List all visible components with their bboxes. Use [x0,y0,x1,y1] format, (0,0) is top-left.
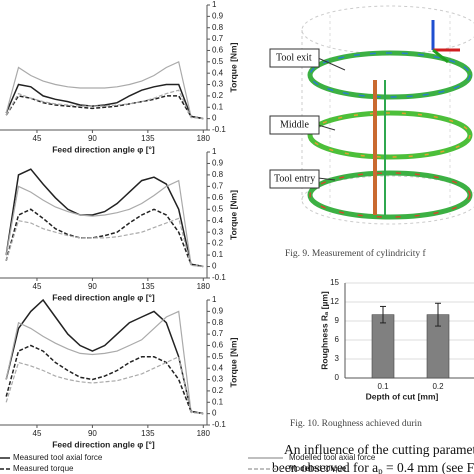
figure-caption: Fig. 10. Roughness achieved durin [290,419,422,429]
y-tick-label: 0.1 [212,397,224,406]
y-tick-label: 0.7 [212,329,224,338]
series-line [5,168,204,268]
y-axis-label: Torque [Nm] [228,337,238,387]
x-axis-label: Feed direction angle φ [°] [52,439,155,449]
y-tick-label: 0.5 [212,204,224,213]
y-tick-label: 0.3 [212,227,224,236]
y-tick-label: 0.3 [212,80,224,89]
y-tick-label: -0.1 [212,125,226,134]
y-tick-label: 0 [335,373,340,382]
y-tick-label: -0.1 [212,273,226,282]
y-tick-label: -0.1 [212,420,226,429]
y-tick-label: 0 [212,409,217,418]
y-tick-label: 0.6 [212,341,224,350]
y-tick-label: 9 [335,316,340,325]
y-tick-label: 1 [212,147,217,156]
x-tick-label: 180 [197,282,211,291]
x-tick-label: 180 [197,429,211,438]
y-tick-label: 0.7 [212,34,224,43]
bar [371,314,395,379]
y-tick-label: 0.3 [212,375,224,384]
series-line [5,355,204,415]
y-tick-label: 0.4 [212,363,224,372]
x-tick-label: 0.2 [432,382,444,391]
y-tick-label: 0 [212,262,217,271]
y-tick-label: 0.5 [212,352,224,361]
error-bar [435,302,441,327]
y-tick-label: 0.9 [212,159,224,168]
y-tick-label: 0.9 [212,11,224,20]
series-line [5,89,204,120]
box-label: Middle [280,119,309,130]
series-line [5,208,204,268]
y-tick-label: 0.9 [212,306,224,315]
y-tick-label: 3 [335,354,340,363]
body-text-sub: p [378,466,383,474]
error-bar [380,305,386,324]
body-text-part: been observed for a [272,460,378,474]
y-axis-label: Roughness Rₐ [µm] [319,291,329,370]
y-tick-label: 6 [335,335,340,344]
y-tick-label: 0.6 [212,193,224,202]
y-axis-label: Torque [Nm] [228,190,238,240]
y-tick-label: 0.6 [212,46,224,55]
y-tick-label: 0.2 [212,91,224,100]
y-tick-label: 0.1 [212,102,224,111]
x-axis-label: Feed direction angle φ [°] [52,144,155,154]
y-tick-label: 0.8 [212,23,224,32]
series-line [5,60,204,120]
x-tick-label: 45 [33,282,42,291]
y-tick-label: 0.7 [212,181,224,190]
y-tick-label: 0.4 [212,216,224,225]
series-line [5,83,204,120]
x-tick-label: 135 [141,429,155,438]
y-tick-label: 0 [212,114,217,123]
body-text: been observed for ap = 0.4 mm (see Fi [272,460,474,474]
series-line [5,217,204,268]
y-tick-label: 1 [212,0,217,9]
x-tick-label: 90 [88,134,97,143]
y-tick-label: 0.1 [212,250,224,259]
y-tick-label: 1 [212,295,217,304]
y-tick-label: 0.2 [212,386,224,395]
x-tick-label: 45 [33,429,42,438]
series-line [5,310,204,415]
y-tick-label: 0.5 [212,57,224,66]
y-tick-label: 0.4 [212,68,224,77]
box-label: Tool exit [276,52,312,63]
y-tick-label: 12 [330,297,339,306]
x-tick-label: 180 [197,134,211,143]
box-label: Tool entry [274,173,315,184]
series-line [5,298,204,415]
legend-label: Modelled tool axial force [289,453,376,462]
series-line [5,95,204,120]
y-tick-label: 15 [330,278,339,287]
legend-label: Modelled torque [289,464,347,473]
y-tick-label: 0.8 [212,170,224,179]
legend-label: Measured torque [13,464,74,473]
figure-caption: Fig. 9. Measurement of cylindricity f [285,248,426,259]
body-text: An influence of the cutting paramet [284,442,474,457]
x-tick-label: 135 [141,282,155,291]
x-tick-label: 135 [141,134,155,143]
x-tick-label: 90 [88,429,97,438]
y-axis-label: Torque [Nm] [228,42,238,92]
series-line [5,344,204,415]
y-tick-label: 0.8 [212,318,224,327]
x-axis-label: Depth of cut [mm] [366,391,439,401]
series-line [5,179,204,268]
legend-label: Measured tool axial force [13,453,103,462]
x-tick-label: 90 [88,282,97,291]
x-axis-label: Feed direction angle φ [°] [52,292,155,302]
cylinder-illustration [269,5,474,225]
body-text-part: = 0.4 mm (see Fi [383,460,474,474]
y-tick-label: 0.2 [212,239,224,248]
x-tick-label: 0.1 [377,382,389,391]
x-tick-label: 45 [33,134,42,143]
